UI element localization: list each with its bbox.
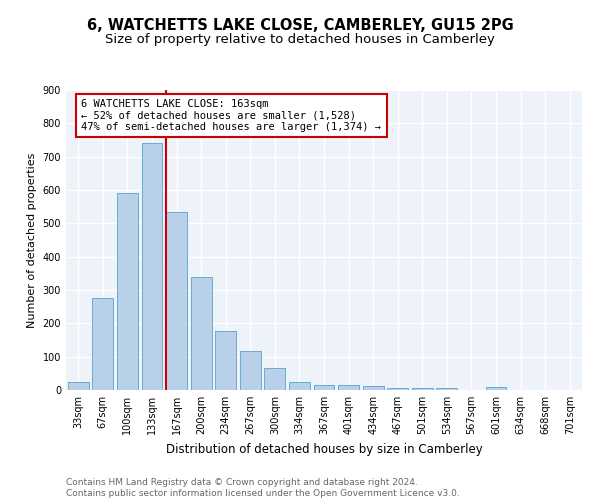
Bar	[117, 194, 138, 390]
Bar	[240, 350, 261, 390]
Bar	[362, 386, 383, 390]
Bar	[191, 276, 212, 390]
Y-axis label: Number of detached properties: Number of detached properties	[27, 152, 37, 328]
Bar	[166, 212, 187, 390]
X-axis label: Distribution of detached houses by size in Camberley: Distribution of detached houses by size …	[166, 442, 482, 456]
Bar	[289, 382, 310, 390]
Bar	[412, 388, 433, 390]
Bar	[215, 330, 236, 390]
Bar	[68, 382, 89, 390]
Text: 6, WATCHETTS LAKE CLOSE, CAMBERLEY, GU15 2PG: 6, WATCHETTS LAKE CLOSE, CAMBERLEY, GU15…	[86, 18, 514, 32]
Bar	[387, 388, 408, 390]
Text: Contains HM Land Registry data © Crown copyright and database right 2024.
Contai: Contains HM Land Registry data © Crown c…	[66, 478, 460, 498]
Bar	[338, 385, 359, 390]
Bar	[265, 368, 286, 390]
Text: Size of property relative to detached houses in Camberley: Size of property relative to detached ho…	[105, 32, 495, 46]
Bar	[314, 385, 334, 390]
Bar	[142, 144, 163, 390]
Bar	[485, 388, 506, 390]
Bar	[92, 298, 113, 390]
Bar	[436, 388, 457, 390]
Text: 6 WATCHETTS LAKE CLOSE: 163sqm
← 52% of detached houses are smaller (1,528)
47% : 6 WATCHETTS LAKE CLOSE: 163sqm ← 52% of …	[82, 99, 382, 132]
